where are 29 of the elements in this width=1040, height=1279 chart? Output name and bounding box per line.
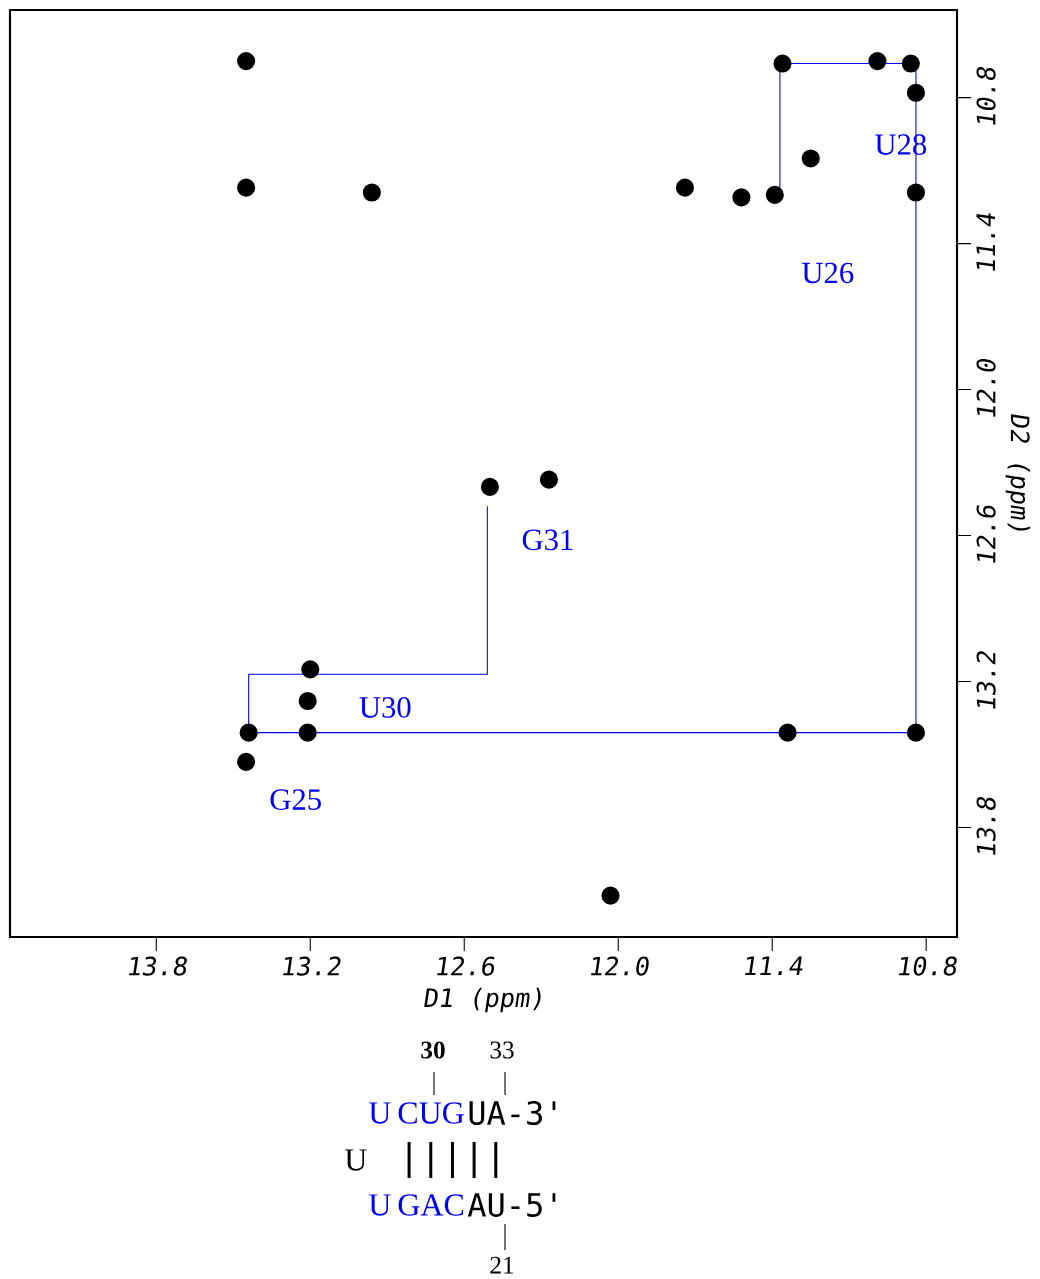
text: U [368, 1194, 391, 1216]
y-axis-title: D2 (ppm) [1005, 414, 1031, 531]
text: CUG [398, 1102, 464, 1124]
y-tick-label: 11.4 [976, 213, 995, 271]
annotation: U26 [802, 262, 854, 284]
text: U [368, 1102, 391, 1124]
annotation: G25 [270, 789, 321, 810]
text: 21 [490, 1256, 514, 1274]
y-tick-label: 12.0 [976, 359, 996, 417]
y-tick-label: 13.8 [976, 796, 996, 855]
annotation: G31 [522, 529, 573, 551]
text: 33 [490, 1041, 514, 1059]
x-tick-label: 13.2 [283, 956, 341, 976]
x-tick-label: 13.8 [129, 956, 187, 976]
x-axis-title: D1 (ppm) [424, 987, 541, 1013]
text: 30 [421, 1041, 445, 1059]
text: UA-3' [469, 1100, 556, 1126]
text: GAC [398, 1194, 464, 1216]
y-tick-label: 13.2 [976, 651, 996, 709]
text: U [344, 1149, 367, 1171]
y-tick-label: 10.8 [976, 67, 996, 125]
x-tick-label: 12.0 [591, 956, 649, 976]
x-tick-label: 12.6 [437, 956, 495, 976]
x-tick-label: 11.4 [745, 956, 803, 976]
y-tick-label: 12.6 [976, 505, 996, 563]
text: AU-5' [467, 1193, 556, 1217]
text: ||||| [407, 1142, 498, 1179]
x-tick-label: 10.8 [899, 956, 957, 976]
annotation: U30 [359, 697, 411, 718]
